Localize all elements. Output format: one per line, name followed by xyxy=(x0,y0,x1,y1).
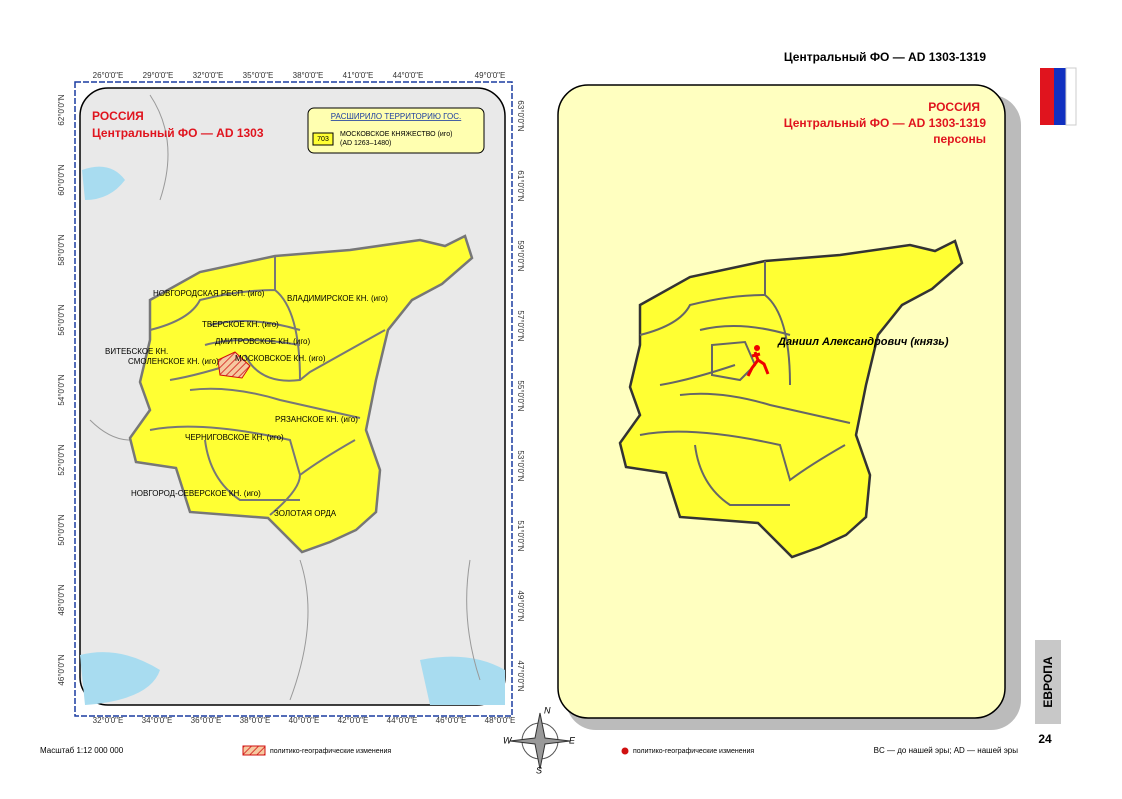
lat-label: 60°0'0"N xyxy=(57,164,66,195)
legend-label: политико-географические изменения xyxy=(633,748,754,755)
left-map xyxy=(74,81,513,717)
lon-label: 29°0'0"E xyxy=(143,71,174,80)
legend-swatch xyxy=(242,745,266,756)
region-label: ДМИТРОВСКОЕ КН. (иго) xyxy=(215,337,311,346)
page-title: Центральный ФО — AD 1303-1319 xyxy=(784,50,987,64)
lon-label: 32°0'0"E xyxy=(193,71,224,80)
legend-label: МОСКОВСКОЕ КНЯЖЕСТВО (иго) xyxy=(340,131,452,138)
lon-label: 26°0'0"E xyxy=(93,71,124,80)
region-label: ЗОЛОТАЯ ОРДА xyxy=(274,509,337,518)
lat-label: 50°0'0"N xyxy=(57,514,66,545)
legend-label: политико-географические изменения xyxy=(270,748,391,755)
map-title: РОССИЯ xyxy=(928,100,980,114)
region-label: ВЛАДИМИРСКОЕ КН. (иго) xyxy=(287,294,388,303)
map-title: персоны xyxy=(933,132,986,146)
map-title: Центральный ФО — AD 1303 xyxy=(92,126,264,140)
lat-label: 51°0'0"N xyxy=(516,520,525,551)
lon-label: 42°0'0"E xyxy=(338,716,369,725)
section-label: ЕВРОПА xyxy=(1041,656,1055,707)
lon-label: 44°0'0"E xyxy=(387,716,418,725)
map-title: Центральный ФО — AD 1303-1319 xyxy=(784,116,987,130)
region-label: НОВГОРОДСКАЯ РЕСП. (иго) xyxy=(153,289,265,298)
lon-label: 36°0'0"E xyxy=(191,716,222,725)
lat-label: 61°0'0"N xyxy=(516,170,525,201)
region-label: ЧЕРНИГОВСКОЕ КН. (иго) xyxy=(185,433,284,442)
compass-rose xyxy=(509,712,571,770)
legend-label: (AD 1263–1480) xyxy=(340,140,391,147)
person-label: Даниил Александрович (князь) xyxy=(777,336,949,348)
page-number: 24 xyxy=(1038,732,1052,746)
era-note: BC — до нашей эры; AD — нашей эры xyxy=(874,746,1019,755)
lat-label: 58°0'0"N xyxy=(57,234,66,265)
compass-n: N xyxy=(544,705,551,715)
lon-label: 48°0'0"E xyxy=(485,716,516,725)
lon-label: 38°0'0"E xyxy=(293,71,324,80)
region-label: ВИТЕБСКОЕ КН. xyxy=(105,347,168,356)
lon-label: 32°0'0"E xyxy=(93,716,124,725)
lon-label: 46°0'0"E xyxy=(436,716,467,725)
compass-e: E xyxy=(569,735,576,745)
lat-label: 46°0'0"N xyxy=(57,654,66,685)
compass-s: S xyxy=(536,765,542,775)
lat-label: 48°0'0"N xyxy=(57,584,66,615)
region-label: ТВЕРСКОЕ КН. (иго) xyxy=(202,320,279,329)
scale: Масштаб 1:12 000 000 xyxy=(40,746,124,755)
legend-heading: РАСШИРИЛО ТЕРРИТОРИЮ ГОС. xyxy=(331,112,462,121)
region-label: СМОЛЕНСКОЕ КН. (иго) xyxy=(128,357,219,366)
section-tab xyxy=(1035,640,1061,724)
lat-label: 57°0'0"N xyxy=(516,310,525,341)
region-label: НОВГОРОД-СЕВЕРСКОЕ КН. (иго) xyxy=(131,489,261,498)
compass-w: W xyxy=(503,735,513,745)
lat-label: 59°0'0"N xyxy=(516,240,525,271)
lon-label: 41°0'0"E xyxy=(343,71,374,80)
lat-label: 52°0'0"N xyxy=(57,444,66,475)
lon-label: 38°0'0"E xyxy=(240,716,271,725)
right-map xyxy=(557,84,1021,730)
region-label: МОСКОВСКОЕ КН. (иго) xyxy=(235,354,326,363)
legend-swatch xyxy=(621,747,629,755)
lon-label: 49°0'0"E xyxy=(475,71,506,80)
lat-label: 53°0'0"N xyxy=(516,450,525,481)
lat-label: 49°0'0"N xyxy=(516,590,525,621)
legend-code: 703 xyxy=(317,136,329,143)
flag xyxy=(1040,67,1077,126)
region-label: РЯЗАНСКОЕ КН. (иго) xyxy=(275,415,358,424)
lon-label: 34°0'0"E xyxy=(142,716,173,725)
lat-label: 55°0'0"N xyxy=(516,380,525,411)
lat-label: 56°0'0"N xyxy=(57,304,66,335)
lat-label: 63°0'0"N xyxy=(516,100,525,131)
map-title: РОССИЯ xyxy=(92,109,144,123)
lat-label: 54°0'0"N xyxy=(57,374,66,405)
lat-label: 47°0'0"N xyxy=(516,660,525,691)
lon-label: 40°0'0"E xyxy=(289,716,320,725)
lon-label: 35°0'0"E xyxy=(243,71,274,80)
lat-label: 62°0'0"N xyxy=(57,94,66,125)
lon-label: 44°0'0"E xyxy=(393,71,424,80)
